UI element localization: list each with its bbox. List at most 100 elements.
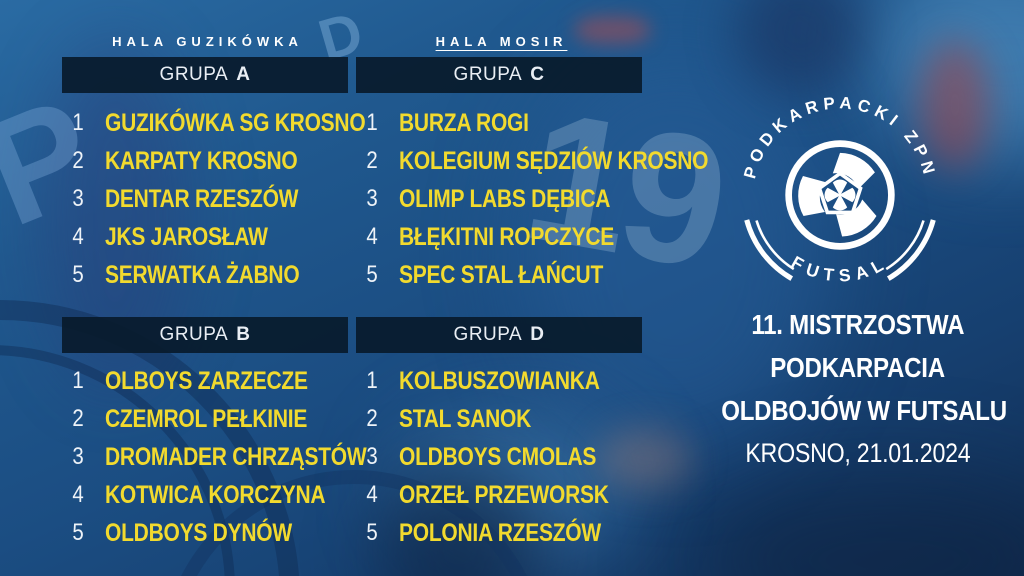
group-b-header: GRUPA B: [62, 317, 348, 353]
group-b-prefix: GRUPA: [159, 324, 229, 345]
team-number: 4: [72, 481, 84, 508]
group-a-letter: A: [236, 64, 251, 85]
team-row: 3 DENTAR RZESZÓW: [64, 180, 376, 218]
background-person-red: [920, 40, 990, 170]
event-title-text: PODKARPACIA: [770, 352, 946, 383]
team-name: GUZIKÓWKA SG KROSNO: [105, 108, 366, 137]
team-number: 4: [366, 481, 378, 508]
team-name: OLDBOYS DYNÓW: [105, 518, 292, 547]
group-a-list: 1 GUZIKÓWKA SG KROSNO 2 KARPATY KROSNO 3 DE…: [64, 104, 376, 294]
team-name: BŁĘKITNI ROPCZYCE: [399, 222, 615, 251]
group-c-letter: C: [530, 64, 545, 85]
team-row: 4 JKS JAROSŁAW: [64, 218, 376, 256]
team-name: SPEC STAL ŁAŃCUT: [399, 260, 604, 289]
team-row: 5 POLONIA RZESZÓW: [358, 514, 670, 552]
team-name: ORZEŁ PRZEWORSK: [399, 480, 609, 509]
team-number: 3: [72, 185, 84, 212]
team-name: DENTAR RZESZÓW: [105, 184, 299, 213]
team-name: BURZA ROGI: [399, 108, 529, 137]
team-name: DROMADER CHRZĄSTÓW: [105, 442, 367, 471]
team-number: 4: [366, 223, 378, 250]
group-d-letter: D: [530, 324, 545, 345]
team-number: 3: [366, 185, 378, 212]
team-name: KOLBUSZOWIANKA: [399, 366, 600, 395]
team-row: 3 DROMADER CHRZĄSTÓW: [64, 438, 376, 476]
team-row: 2 STAL SANOK: [358, 400, 670, 438]
background-player-silhouette: [520, 50, 830, 450]
team-number: 5: [366, 519, 378, 546]
hall-title-mosir: HALA MOSIR: [356, 34, 642, 49]
group-a-header: GRUPA A: [62, 57, 348, 93]
background-blob: [598, 428, 693, 490]
group-d-header: GRUPA D: [356, 317, 642, 353]
team-row: 4 ORZEŁ PRZEWORSK: [358, 476, 670, 514]
maltese-cross-icon: [824, 179, 856, 211]
futsal-badge-icon: PODKARPACKI ZPN FUTSAL: [740, 93, 936, 286]
team-number: 1: [72, 109, 84, 136]
hall-title-mosir-label: HALA MOSIR: [435, 34, 568, 49]
team-number: 2: [72, 147, 84, 174]
team-name: SERWATKA ŻABNO: [105, 260, 300, 289]
group-c-header: GRUPA C: [356, 57, 642, 93]
podkarpacki-zpn-futsal-logo: PODKARPACKI ZPN FUTSAL: [727, 82, 953, 308]
team-row: 5 SPEC STAL ŁAŃCUT: [358, 256, 670, 294]
team-row: 5 SERWATKA ŻABNO: [64, 256, 376, 294]
soccer-ball-icon: [785, 140, 895, 250]
team-row: 5 OLDBOYS DYNÓW: [64, 514, 376, 552]
group-c-prefix: GRUPA: [453, 64, 523, 85]
team-row: 2 CZEMROL PEŁKINIE: [64, 400, 376, 438]
team-number: 1: [366, 367, 378, 394]
team-name: STAL SANOK: [399, 404, 532, 433]
team-row: 3 OLIMP LABS DĘBICA: [358, 180, 670, 218]
group-b-list: 1 OLBOYS ZARZECZE 2 CZEMROL PEŁKINIE 3 DROM…: [64, 362, 376, 552]
event-title-line: OLDBOJÓW W FUTSALU: [698, 389, 1018, 432]
team-number: 5: [366, 261, 378, 288]
team-row: 1 KOLBUSZOWIANKA: [358, 362, 670, 400]
logo-bottom-text: FUTSAL: [788, 252, 886, 286]
event-title: 11. MISTRZOSTWA PODKARPACIA OLDBOJÓW W F…: [698, 303, 1018, 475]
team-number: 2: [366, 147, 378, 174]
team-number: 1: [366, 109, 378, 136]
event-title-text: OLDBOJÓW W FUTSALU: [721, 395, 1007, 426]
team-row: 4 BŁĘKITNI ROPCZYCE: [358, 218, 670, 256]
team-number: 3: [366, 443, 378, 470]
hall-title-guzikowka: HALA GUZIKÓWKA: [112, 34, 303, 49]
team-number: 2: [72, 405, 84, 432]
group-d-prefix: GRUPA: [453, 324, 523, 345]
team-name: KOLEGIUM SĘDZIÓW KROSNO: [399, 146, 709, 175]
team-number: 5: [72, 261, 84, 288]
svg-text:FUTSAL: FUTSAL: [788, 252, 892, 286]
event-date-location: KROSNO, 21.01.2024: [698, 432, 1018, 475]
background-blob: [690, 475, 1024, 576]
team-row: 1 OLBOYS ZARZECZE: [64, 362, 376, 400]
group-c-list: 1 BURZA ROGI 2 KOLEGIUM SĘDZIÓW KROSNO 3 OL…: [358, 104, 708, 294]
team-row: 1 BURZA ROGI: [358, 104, 670, 142]
team-name: OLIMP LABS DĘBICA: [399, 184, 611, 213]
team-name: CZEMROL PEŁKINIE: [105, 404, 308, 433]
group-b-letter: B: [236, 324, 251, 345]
group-a-prefix: GRUPA: [159, 64, 229, 85]
team-number: 5: [72, 519, 84, 546]
background-blob: [575, 16, 650, 44]
team-number: 4: [72, 223, 84, 250]
team-number: 2: [366, 405, 378, 432]
team-name: KOTWICA KORCZYNA: [105, 480, 326, 509]
team-name: OLBOYS ZARZECZE: [105, 366, 308, 395]
team-row: 4 KOTWICA KORCZYNA: [64, 476, 376, 514]
team-name: POLONIA RZESZÓW: [399, 518, 601, 547]
badge-side-arcs: [744, 219, 936, 281]
team-name: JKS JAROSŁAW: [105, 222, 268, 251]
team-row: 2 KOLEGIUM SĘDZIÓW KROSNO: [358, 142, 708, 180]
event-date-text: KROSNO, 21.01.2024: [745, 438, 971, 468]
team-number: 3: [72, 443, 84, 470]
team-row: 1 GUZIKÓWKA SG KROSNO: [64, 104, 376, 142]
team-name: KARPATY KROSNO: [105, 146, 298, 175]
event-title-text: 11. MISTRZOSTWA: [751, 309, 965, 340]
team-row: 2 KARPATY KROSNO: [64, 142, 376, 180]
team-number: 1: [72, 367, 84, 394]
event-title-line: 11. MISTRZOSTWA: [698, 303, 1018, 346]
team-row: 3 OLDBOYS CMOLAS: [358, 438, 670, 476]
event-title-line: PODKARPACIA: [698, 346, 1018, 389]
team-name: OLDBOYS CMOLAS: [399, 442, 597, 471]
